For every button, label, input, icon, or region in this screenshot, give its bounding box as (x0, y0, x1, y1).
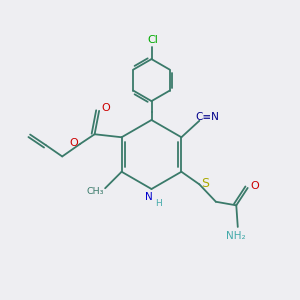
Text: NH₂: NH₂ (226, 231, 245, 241)
Text: O: O (250, 181, 259, 191)
Text: H: H (155, 199, 161, 208)
Text: S: S (201, 177, 209, 190)
Text: CH₃: CH₃ (87, 187, 104, 196)
Text: Cl: Cl (147, 35, 158, 45)
Text: O: O (70, 138, 79, 148)
Text: O: O (101, 103, 110, 113)
Text: N: N (145, 192, 152, 203)
Text: C≡N: C≡N (196, 112, 220, 122)
